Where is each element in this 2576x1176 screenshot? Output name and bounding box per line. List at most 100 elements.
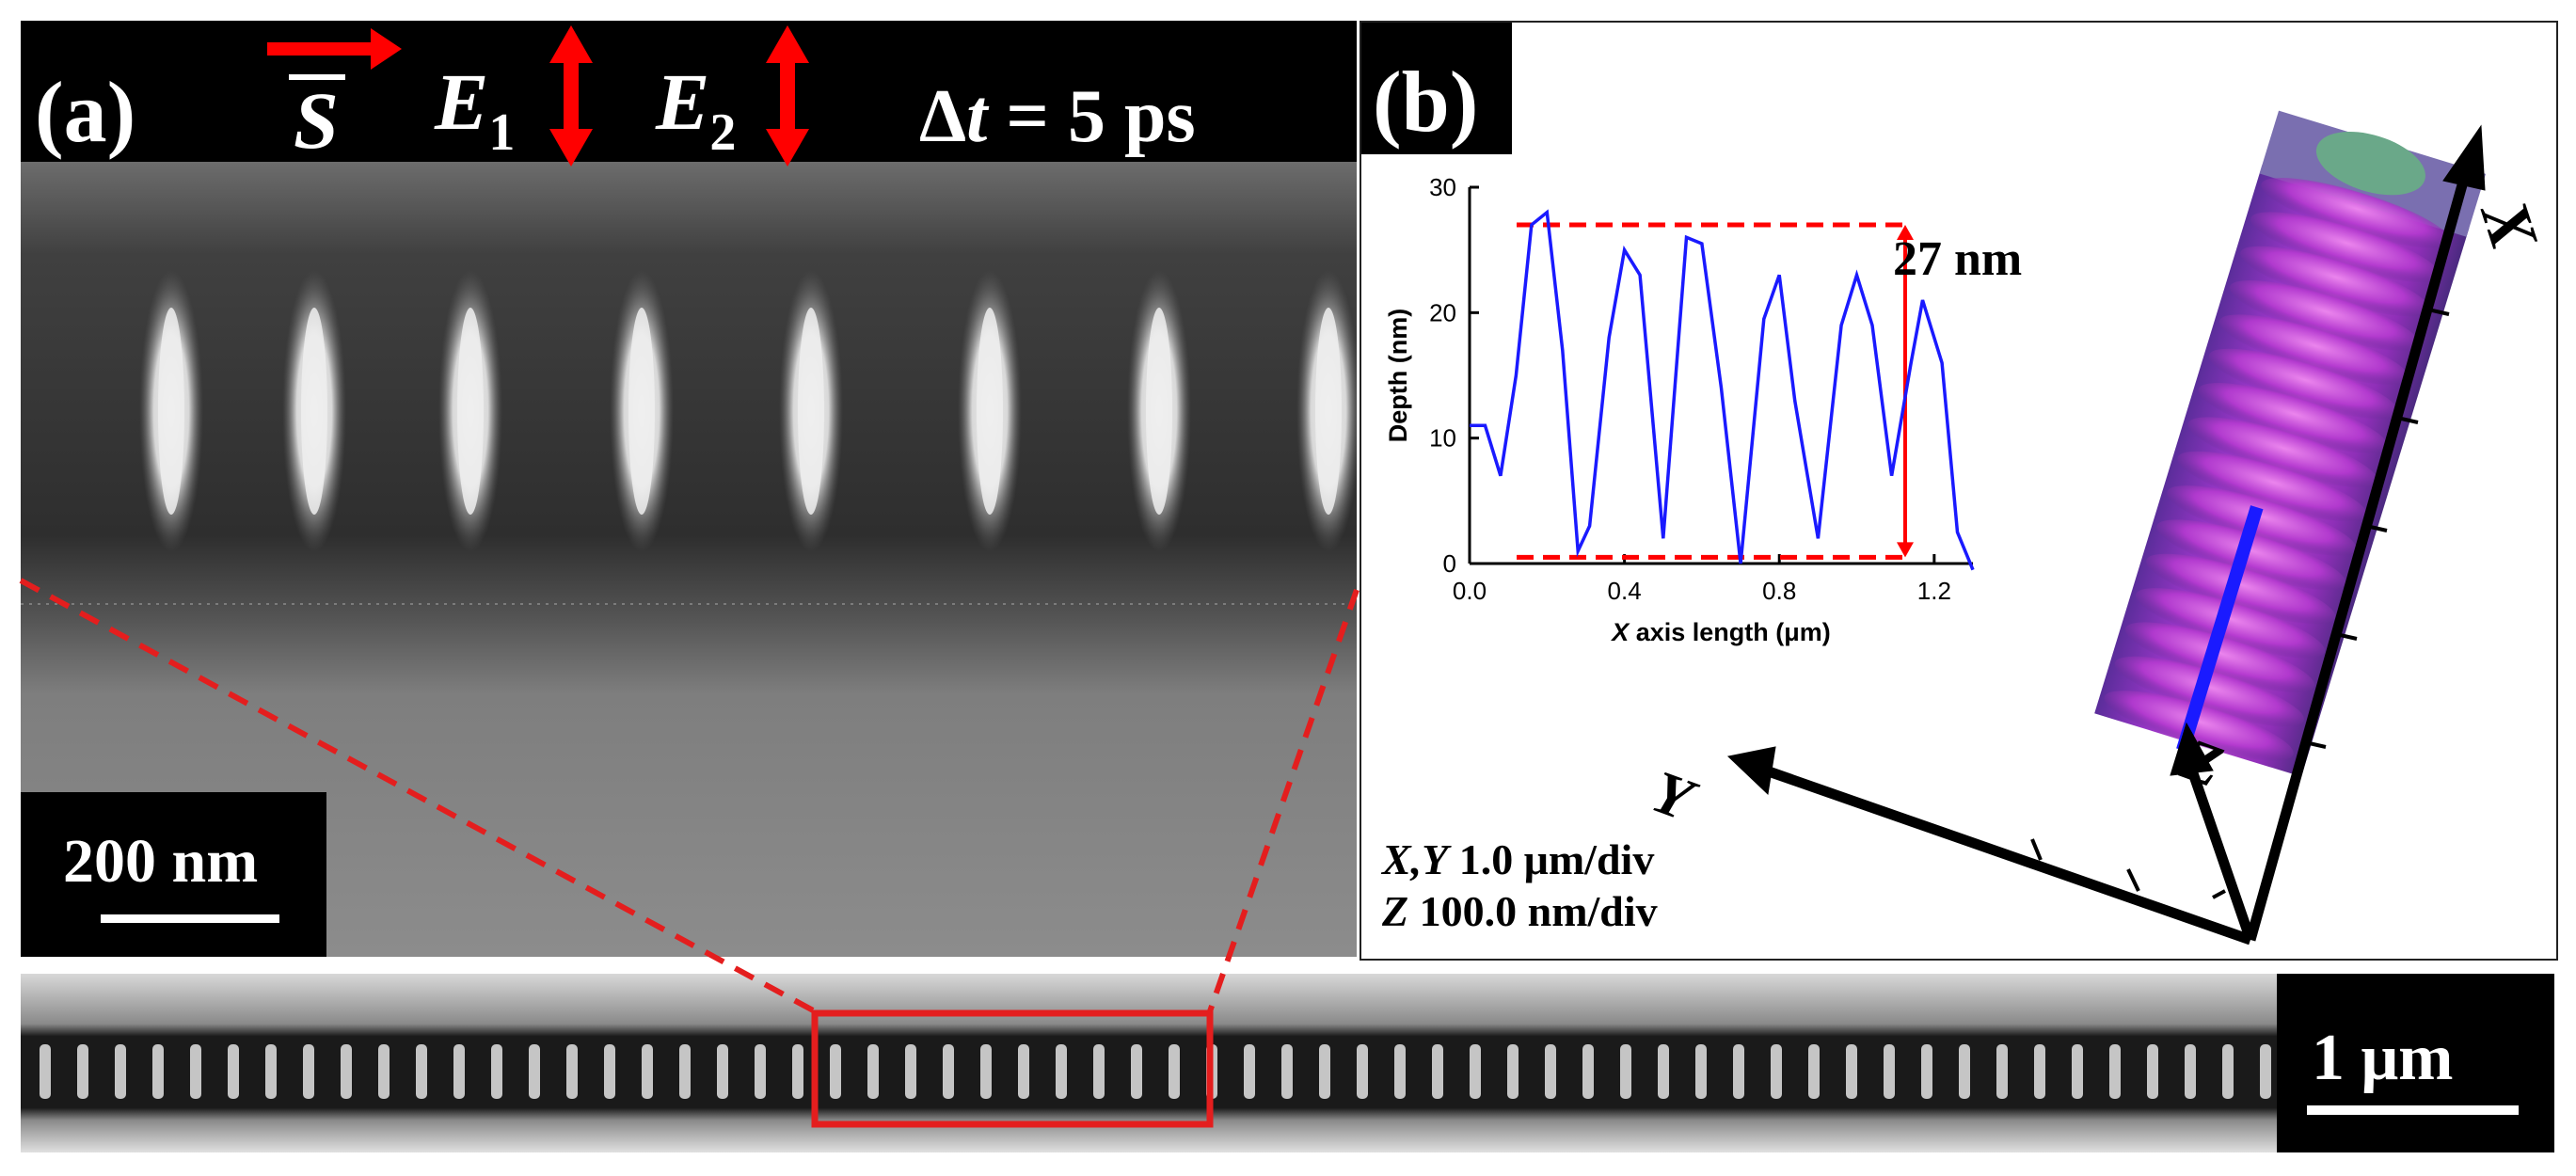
strip-ripple [943, 1044, 954, 1099]
panel-b: (b) X Y Z X,Y [1360, 21, 2558, 961]
strip-ripple [1244, 1044, 1255, 1099]
y-tick-label: 0 [1443, 549, 1456, 578]
strip-ripple [1093, 1044, 1105, 1099]
strip-ripple [1996, 1044, 2008, 1099]
zoom-region-box [811, 1009, 1214, 1128]
strip-ripple [2072, 1044, 2083, 1099]
afm-ridge [2135, 588, 2326, 659]
symbol-e2: E2 [655, 56, 736, 162]
afm-ridge [2240, 246, 2430, 317]
strip-ripple [1658, 1044, 1669, 1099]
depth-series-line [1470, 209, 1975, 571]
y-tick-label: 30 [1429, 173, 1456, 201]
strip-ripple [1018, 1044, 1029, 1099]
strip-ripple [2109, 1044, 2121, 1099]
afm-ridge [2261, 178, 2451, 248]
afm-ridge [2187, 417, 2377, 487]
strip-ripple [755, 1044, 766, 1099]
afm-ridge [2218, 314, 2409, 385]
strip-ripple [228, 1044, 239, 1099]
scale-bar-strip [2307, 1105, 2519, 1115]
ripple-structures [139, 270, 1360, 552]
strip-ripple [1620, 1044, 1631, 1099]
strip-ripple [905, 1044, 916, 1099]
strip-ripple [1432, 1044, 1443, 1099]
scale-z-label: Z 100.0 nm/div [1381, 887, 1658, 935]
strip-ripple [77, 1044, 88, 1099]
afm-ridge [2114, 656, 2304, 727]
x-tick-label: 0.4 [1608, 577, 1642, 605]
symbol-e1: E1 [434, 56, 515, 162]
strip-ripple [980, 1044, 992, 1099]
strip-ripple [2147, 1044, 2158, 1099]
x-tick-label: 0.0 [1453, 577, 1487, 605]
strip-ripple [1394, 1044, 1406, 1099]
delta-t-label: Δt = 5 ps [919, 75, 1196, 158]
afm-ridge [2229, 280, 2420, 351]
afm-ridge [2124, 622, 2315, 692]
x-axis-label: X axis length (μm) [1610, 618, 1831, 646]
zoom-line-left [19, 578, 817, 1014]
afm-ridge [2156, 519, 2346, 590]
strip-ripple [1846, 1044, 1857, 1099]
sem-overview-strip: 1 μm [21, 974, 2554, 1152]
strip-ripple [1131, 1044, 1142, 1099]
strip-ripples [40, 1044, 2271, 1099]
depth-profile-chart: 0 10 20 30 0.0 0.4 0.8 1.2 Depth (nm) X axis leng… [1384, 173, 1975, 646]
strip-ripple [152, 1044, 164, 1099]
bottom-strip: 1 μm [21, 974, 2554, 1152]
afm-ridge [2198, 383, 2388, 453]
strip-ripple [115, 1044, 126, 1099]
panel-a-label: (a) [35, 64, 135, 160]
axes-3d [1726, 124, 2486, 946]
depth-arrow-head-top [1897, 225, 1914, 240]
strip-ripple [1319, 1044, 1330, 1099]
y-axis-label: Depth (nm) [1384, 309, 1412, 442]
poynting-arrow [267, 28, 402, 70]
strip-ripple [867, 1044, 879, 1099]
scale-bar-label-a: 200 nm [63, 827, 258, 896]
afm-ridge [2250, 212, 2441, 282]
strip-ripple [1771, 1044, 1782, 1099]
strip-ripple [830, 1044, 841, 1099]
afm-profile-line [2176, 505, 2264, 753]
strip-ripple [679, 1044, 691, 1099]
strip-ripple [453, 1044, 465, 1099]
panel-b-label-box [1361, 23, 1512, 154]
strip-ripple [1470, 1044, 1481, 1099]
x-tick-label: 0.8 [1762, 577, 1796, 605]
strip-ripple [2222, 1044, 2234, 1099]
strip-ripple [566, 1044, 578, 1099]
strip-ripple [529, 1044, 540, 1099]
strip-ripple [265, 1044, 277, 1099]
strip-ripple [792, 1044, 803, 1099]
strip-ripple [303, 1044, 314, 1099]
strip-ripple [40, 1044, 51, 1099]
scale-bar-label-strip: 1 μm [2312, 1022, 2454, 1094]
strip-ripple [642, 1044, 653, 1099]
strip-ripple [2034, 1044, 2045, 1099]
y-tick-label: 10 [1429, 424, 1456, 453]
strip-ripple [190, 1044, 201, 1099]
strip-ripple [1808, 1044, 1820, 1099]
strip-ripple [2185, 1044, 2196, 1099]
strip-ripple [416, 1044, 427, 1099]
scale-xy-label: X,Y 1.0 μm/div [1380, 835, 1654, 883]
scale-bar-box-a [21, 792, 326, 957]
zoom-line-right [1207, 589, 1360, 1012]
panel-a: (a) S E1 E2 Δt = 5 ps 200 nm [21, 21, 1360, 957]
strip-ripple [1169, 1044, 1180, 1099]
afm-3d-surface [2094, 110, 2487, 777]
strip-ripple [378, 1044, 390, 1099]
strip-ripple [1281, 1044, 1293, 1099]
strip-ripple [1582, 1044, 1594, 1099]
strip-ripple [341, 1044, 352, 1099]
panel-a-header [21, 21, 1357, 162]
strip-ripple [1959, 1044, 1970, 1099]
panel-b-label: (b) [1373, 54, 1478, 150]
symbol-s: S [294, 75, 339, 166]
afm-panel: (b) X Y Z X,Y [1361, 23, 2552, 946]
depth-annotation: 27 nm [1893, 232, 2022, 286]
scale-bar-a [101, 914, 279, 923]
